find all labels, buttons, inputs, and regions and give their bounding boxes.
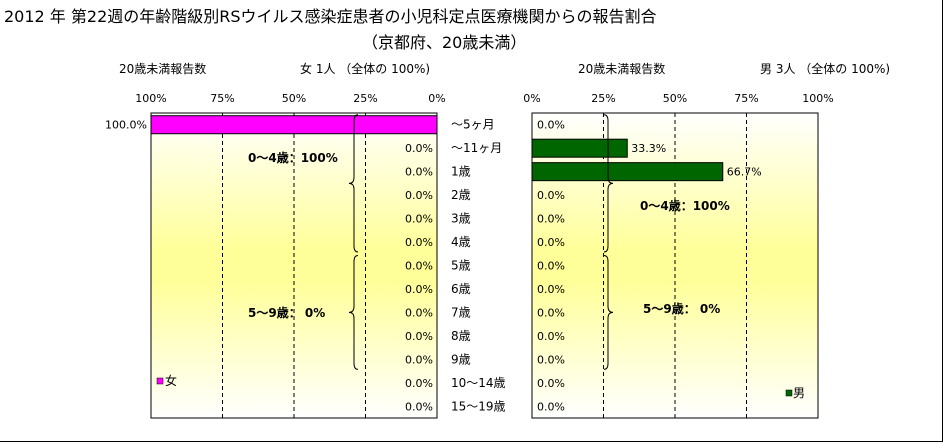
male-brace-5-9 [603,255,614,370]
category-label: ～11ヶ月 [451,141,502,155]
female-value-label: 0.0% [405,213,433,226]
female-brace-0-4 [348,114,359,253]
female-value-label: 0.0% [405,377,433,390]
chart-title: 2012 年 第22週の年齢階級別RSウイルス感染症患者の小児科定点医療機関から… [4,7,657,26]
female-annotation-0-4: 0～4歳：100% [248,150,338,165]
male-annotation-5-9: 5～9歳： 0% [643,301,720,316]
male-legend-label: 男 [793,386,805,400]
male-value-label: 0.0% [537,353,565,366]
category-label: 7歳 [451,305,471,319]
male-axis-tick-label: 0% [523,92,540,105]
female-annotation-5-9: 5～9歳： 0% [248,305,325,320]
male-value-label: 0.0% [537,400,565,413]
male-value-label: 0.0% [537,377,565,390]
male-plot: 0% 25% 50% 75% 100% 0.0% 33.3% 66.7% 0.0% 0.0% 0.0… [523,92,834,419]
female-bar [150,115,438,135]
male-axis-tick-label: 50% [663,92,687,105]
left-header-female-total: 女 1人 （全体の 100%) [300,61,430,76]
female-axis-tick-label: 25% [353,92,377,105]
category-label: 5歳 [451,259,471,273]
female-value-label: 0.0% [405,166,433,179]
female-value-label: 0.0% [405,142,433,155]
female-axis-tick-label: 0% [428,92,445,105]
male-value-label: 0.0% [537,330,565,343]
male-annotation-0-4: 0～4歳：100% [640,198,730,213]
female-value-label: 0.0% [405,330,433,343]
category-label: 10～14歳 [451,376,506,390]
female-value-label: 0.0% [405,283,433,296]
female-plot: 100% 75% 50% 25% 0% 100.0% 0.0% 0.0% 0.0% 0.0% 0.0… [105,92,446,419]
female-brace-5-9 [348,255,359,370]
male-value-label: 0.0% [537,119,565,132]
category-label: 3歳 [451,212,471,226]
male-axis-tick-label: 75% [734,92,758,105]
male-value-label: 66.7% [727,166,762,179]
male-plot-border [531,112,819,419]
male-value-label: 0.0% [537,306,565,319]
male-bar [531,162,724,182]
female-value-label: 100.0% [105,119,147,132]
category-label: 4歳 [451,235,471,249]
category-label: ～5ヶ月 [451,118,495,132]
category-label: 9歳 [451,352,471,366]
category-label: 8歳 [451,329,471,343]
female-value-label: 0.0% [405,400,433,413]
male-value-label: 0.0% [537,260,565,273]
male-value-label: 33.3% [631,142,666,155]
category-label: 1歳 [451,165,471,179]
right-header-count-label: 20歳未満報告数 [578,61,665,76]
female-value-label: 0.0% [405,353,433,366]
male-axis-tick-label: 100% [802,92,833,105]
category-label: 15～19歳 [451,399,506,413]
male-legend-swatch [785,389,793,397]
female-value-label: 0.0% [405,189,433,202]
left-header-count-label: 20歳未満報告数 [119,61,206,76]
male-value-label: 0.0% [537,213,565,226]
female-legend-label: 女 [165,373,177,388]
male-brace-0-4 [603,114,614,253]
male-value-label: 0.0% [537,283,565,296]
female-axis-tick-label: 75% [210,92,234,105]
female-axis-tick-label: 50% [282,92,306,105]
female-value-label: 0.0% [405,306,433,319]
category-labels: ～5ヶ月 ～11ヶ月 1歳 2歳 3歳 4歳 5歳 6歳 7歳 8歳 9歳 10～14歳 15～19歳 [451,118,506,414]
male-axis-tick-label: 25% [591,92,615,105]
female-plot-border [150,112,438,419]
chart-subtitle: （京都府、20歳未満） [362,33,526,52]
male-bar [531,138,628,158]
female-value-label: 0.0% [405,260,433,273]
category-label: 6歳 [451,282,471,296]
female-axis-tick-label: 100% [135,92,166,105]
female-value-label: 0.0% [405,236,433,249]
category-label: 2歳 [451,188,471,202]
female-legend-swatch [156,377,164,385]
male-value-label: 0.0% [537,236,565,249]
right-header-male-total: 男 3人 （全体の 100%) [760,61,890,76]
male-value-label: 0.0% [537,189,565,202]
